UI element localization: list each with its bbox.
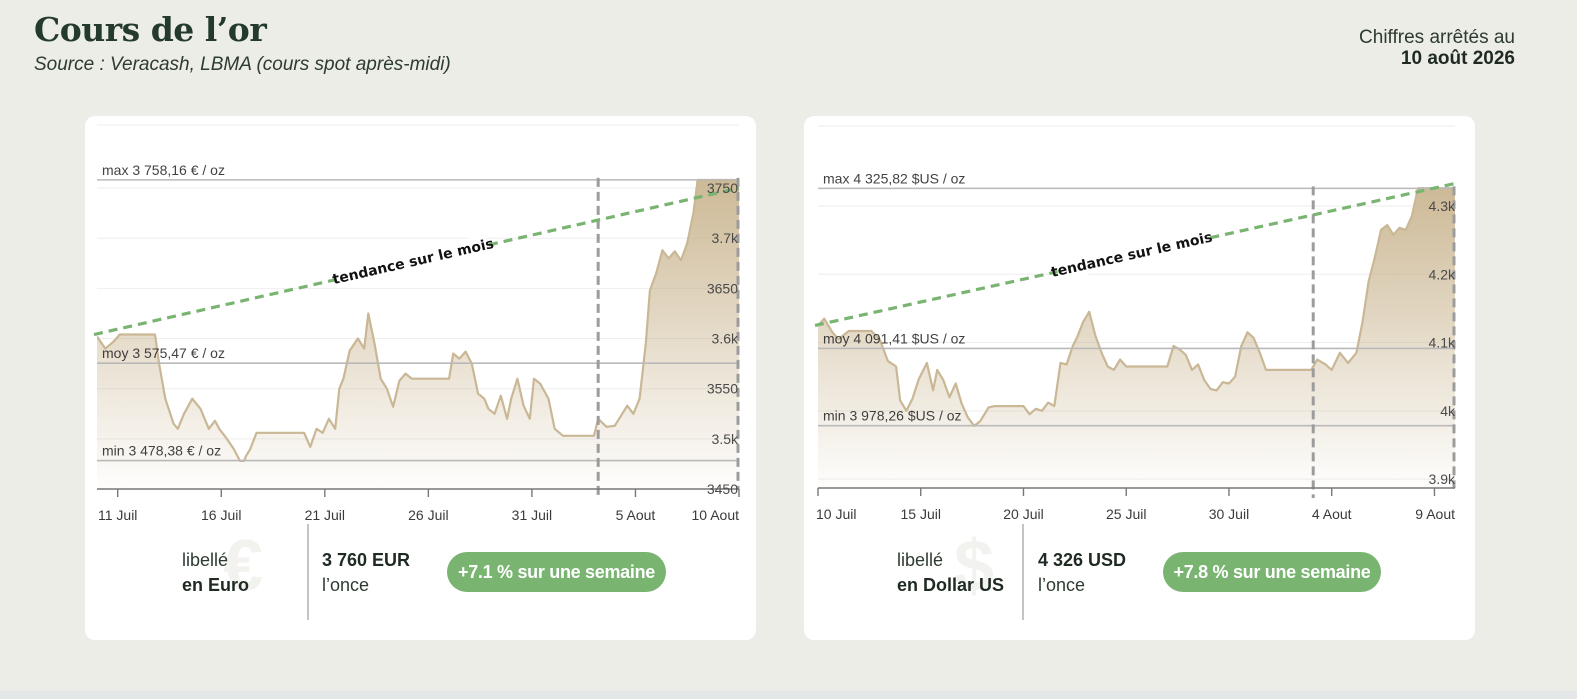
usd-price-area bbox=[818, 188, 1455, 488]
usd-trend-label-group: tendance sur le mois bbox=[1050, 227, 1214, 281]
date-value: 10 août 2026 bbox=[1400, 48, 1515, 69]
euro-price-area bbox=[97, 180, 739, 489]
euro-price-block: 3 760 EUR l’once bbox=[322, 548, 410, 598]
euro-currency-label: libellé en Euro bbox=[182, 548, 249, 598]
euro-label-top: libellé bbox=[182, 550, 229, 570]
euro-trend-label-bg bbox=[336, 234, 490, 288]
euro-x-tick-label: 21 Juil bbox=[305, 507, 345, 523]
euro-chart: max 3 758,16 € / oz moy 3 575,47 € / oz mi… bbox=[93, 124, 740, 523]
usd-y-tick-label: 3.9k bbox=[1429, 471, 1456, 487]
usd-change-badge: +7.8 % sur une semaine bbox=[1163, 552, 1381, 592]
euro-price-value: 3 760 EUR bbox=[322, 550, 411, 570]
usd-x-tick-label: 30 Juil bbox=[1209, 506, 1249, 522]
date-label: Chiffres arrêtés au bbox=[1359, 27, 1515, 48]
usd-trend-label: tendance sur le mois bbox=[1050, 230, 1214, 281]
euro-price-line bbox=[97, 178, 739, 462]
usd-price-value: 4 326 USD bbox=[1038, 550, 1127, 570]
euro-currency-glyph: € bbox=[223, 526, 264, 606]
euro-trend-label-group: tendance sur le mois bbox=[331, 234, 495, 288]
euro-y-tick-label: 3450 bbox=[707, 481, 738, 497]
euro-label-bottom: en Euro bbox=[182, 575, 250, 595]
usd-x-tick-label: 10 Juil bbox=[816, 506, 856, 522]
euro-card: max 3 758,16 € / oz moy 3 575,47 € / oz mi… bbox=[85, 116, 756, 640]
euro-trend-label: tendance sur le mois bbox=[331, 236, 495, 288]
euro-price-unit: l’once bbox=[322, 575, 370, 595]
euro-y-tick-label: 3.7k bbox=[712, 230, 739, 246]
euro-y-tick-label: 3.6k bbox=[712, 331, 739, 347]
usd-x-tick-label: 25 Juil bbox=[1106, 506, 1146, 522]
usd-avg-label: moy 4 091,41 $US / oz bbox=[823, 330, 965, 346]
euro-y-tick-label: 3750 bbox=[707, 180, 738, 196]
usd-price-line bbox=[818, 187, 1455, 427]
usd-label-top: libellé bbox=[897, 550, 944, 570]
usd-min-label: min 3 978,26 $US / oz bbox=[823, 408, 962, 424]
usd-y-tick-label: 4.2k bbox=[1429, 266, 1456, 282]
euro-avg-label: moy 3 575,47 € / oz bbox=[102, 345, 225, 361]
usd-y-tick-label: 4.3k bbox=[1429, 198, 1456, 214]
euro-x-tick-label: 11 Juil bbox=[98, 507, 137, 523]
euro-y-tick-label: 3.5k bbox=[712, 431, 739, 447]
euro-y-tick-label: 3650 bbox=[707, 280, 738, 296]
usd-y-tick-label: 4.1k bbox=[1429, 335, 1456, 351]
euro-change-badge: +7.1 % sur une semaine bbox=[447, 552, 666, 592]
usd-trend-label-bg bbox=[1055, 227, 1208, 281]
euro-x-tick-label: 26 Juil bbox=[408, 507, 448, 523]
euro-x-tick-label: 5 Aout bbox=[616, 507, 656, 523]
bottom-strip bbox=[0, 691, 1577, 699]
euro-x-tick-label: 16 Juil bbox=[201, 507, 241, 523]
usd-x-tick-label: 20 Juil bbox=[1003, 506, 1043, 522]
usd-info-row: $ libellé en Dollar US 4 326 USD l’once … bbox=[804, 524, 1475, 624]
euro-divider bbox=[307, 524, 309, 620]
usd-currency-label: libellé en Dollar US bbox=[897, 548, 1004, 598]
usd-x-tick-label: 9 Aout bbox=[1415, 506, 1455, 522]
usd-max-label: max 4 325,82 $US / oz bbox=[823, 170, 965, 186]
usd-x-tick-label: 15 Juil bbox=[901, 506, 941, 522]
usd-currency-glyph: $ bbox=[954, 526, 995, 606]
euro-x-tick-label: 31 Juil bbox=[512, 507, 552, 523]
date-block: Chiffres arrêtés au 10 août 2026 bbox=[1359, 27, 1515, 69]
euro-max-label: max 3 758,16 € / oz bbox=[102, 162, 225, 178]
page-title: Cours de l’or bbox=[34, 10, 267, 49]
usd-divider bbox=[1022, 524, 1024, 620]
usd-price-block: 4 326 USD l’once bbox=[1038, 548, 1126, 598]
usd-trend-line bbox=[814, 181, 1456, 328]
usd-price-unit: l’once bbox=[1038, 575, 1086, 595]
euro-x-tick-label: 10 Aout bbox=[692, 507, 740, 523]
usd-chart: max 4 325,82 $US / oz moy 4 091,41 $US / … bbox=[814, 125, 1456, 522]
usd-label-bottom: en Dollar US bbox=[897, 575, 1005, 595]
usd-card: max 4 325,82 $US / oz moy 4 091,41 $US / … bbox=[804, 116, 1475, 640]
euro-min-label: min 3 478,38 € / oz bbox=[102, 443, 221, 459]
euro-info-row: € libellé en Euro 3 760 EUR l’once +7.1 … bbox=[85, 524, 756, 624]
euro-y-tick-label: 3550 bbox=[707, 381, 738, 397]
usd-y-tick-label: 4k bbox=[1440, 403, 1456, 419]
page-source: Source : Veracash, LBMA (cours spot aprè… bbox=[34, 54, 451, 75]
usd-x-tick-label: 4 Aout bbox=[1312, 506, 1352, 522]
